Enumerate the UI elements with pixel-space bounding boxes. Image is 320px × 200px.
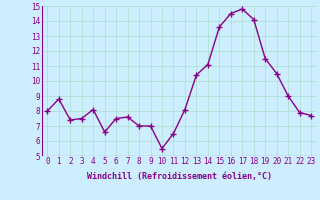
X-axis label: Windchill (Refroidissement éolien,°C): Windchill (Refroidissement éolien,°C) [87, 172, 272, 181]
